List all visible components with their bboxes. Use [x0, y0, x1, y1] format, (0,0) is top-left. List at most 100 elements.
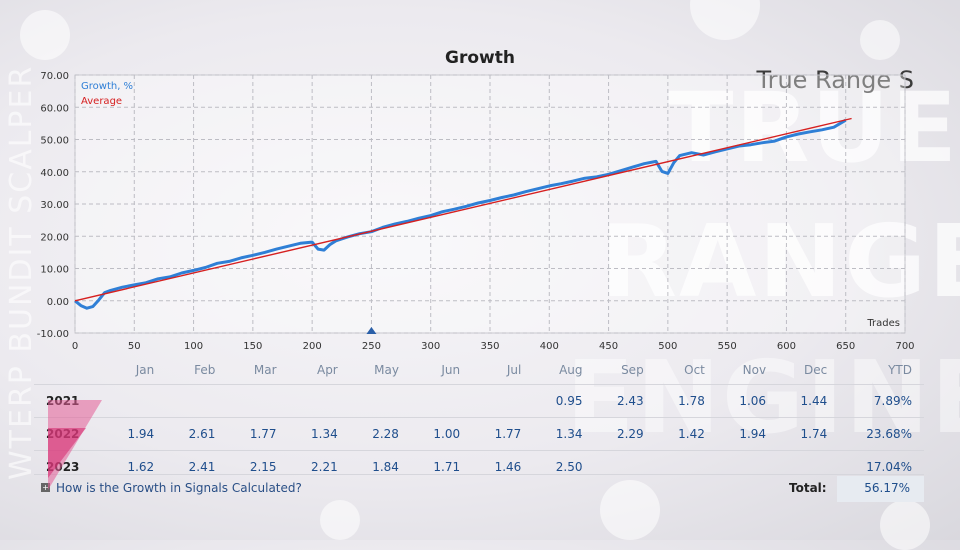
legend-average: Average [81, 96, 122, 107]
month-cell: 1.46 [478, 450, 540, 483]
x-tick-label: 450 [599, 341, 618, 352]
header-apr: Apr [316, 363, 338, 377]
trade-marker [366, 327, 377, 334]
x-tick-label: 50 [128, 341, 141, 352]
month-cell: 1.74 [784, 417, 846, 451]
month-cell: 1.06 [722, 384, 785, 418]
grid [74, 74, 906, 334]
x-axis-label: Trades [866, 318, 900, 329]
growth-calculation-link[interactable]: How is the Growth in Signals Calculated? [56, 481, 302, 495]
bokeh-circle [880, 500, 930, 550]
x-tick-label: 550 [718, 341, 737, 352]
month-cell: 1.84 [355, 450, 417, 483]
y-tick-label: 0.00 [47, 297, 69, 308]
year-column-header [34, 356, 111, 385]
ytd-cell: 23.68% [845, 417, 924, 451]
header-ytd: YTD [888, 363, 912, 377]
month-cell [233, 384, 295, 418]
month-cell [355, 384, 417, 418]
month-cell: 1.78 [661, 384, 723, 418]
table-row: 20221.942.611.771.342.281.001.771.342.29… [34, 417, 924, 451]
monthly-returns-table: Jan Feb Mar Apr May Jun Jul Aug Sep Oct … [34, 356, 924, 483]
header-jul: Jul [506, 363, 522, 377]
month-cell [416, 384, 479, 418]
header-dec: Dec [804, 363, 828, 377]
chart-title: Growth [445, 48, 515, 68]
series-layer [74, 117, 852, 310]
x-tick-label: 400 [540, 341, 559, 352]
growth-chart: 70.00 60.00 50.00 40.00 30.00 20.00 10.00 0.00 -… [37, 71, 915, 352]
x-tick-label: 600 [777, 341, 796, 352]
header-sep: Sep [621, 363, 644, 377]
month-cell [478, 384, 540, 418]
bokeh-circle [320, 500, 360, 540]
month-cell: 1.62 [111, 450, 173, 483]
header-feb: Feb [194, 363, 216, 377]
header-jan: Jan [135, 363, 155, 377]
x-tick-label: 650 [836, 341, 855, 352]
growth-series-line [74, 118, 847, 310]
month-cell [784, 450, 846, 483]
total-box: 56.17% [837, 476, 924, 502]
y-tick-label: 50.00 [40, 136, 69, 147]
month-cell [172, 384, 234, 418]
month-cell: 2.50 [539, 450, 601, 483]
month-cell [600, 450, 662, 483]
month-cell: 1.34 [539, 417, 601, 451]
x-axis-ticks: 0 50 100 150 200 250 300 350 400 450 500 550 600 650 7… [72, 341, 915, 352]
month-cell: 2.28 [355, 417, 417, 451]
table-row: 2023 1.62 2.41 2.15 2.21 1.84 1.71 1.46 2.50 17.0… [34, 450, 924, 483]
header-nov: Nov [742, 363, 767, 377]
x-tick-label: 200 [303, 341, 322, 352]
month-cell: 1.34 [294, 417, 356, 451]
plus-icon[interactable]: + [41, 483, 50, 492]
x-tick-label: 350 [480, 341, 499, 352]
average-series-line [74, 117, 852, 302]
month-cell: 1.94 [722, 417, 785, 451]
month-cell [111, 384, 173, 418]
pink-triangle-decor [48, 400, 102, 490]
y-tick-label: 20.00 [40, 232, 69, 243]
x-tick-label: 0 [72, 341, 78, 352]
total-label: Total: [789, 481, 827, 495]
brand-title: True Range S [756, 66, 914, 94]
bokeh-circle [860, 20, 900, 60]
header-oct: Oct [684, 363, 705, 377]
table-header-row: Jan Feb Mar Apr May Jun Jul Aug Sep Oct … [34, 356, 924, 385]
x-tick-label: 100 [184, 341, 203, 352]
x-tick-label: 500 [658, 341, 677, 352]
month-cell: 1.71 [416, 450, 479, 483]
x-tick-label: 150 [243, 341, 262, 352]
month-cell: 2.41 [172, 450, 234, 483]
table-row: 20210.952.431.781.061.447.89% [34, 384, 924, 418]
header-jun: Jun [441, 363, 461, 377]
x-tick-label: 700 [895, 341, 914, 352]
month-cell: 0.95 [539, 384, 601, 418]
month-cell: 2.21 [294, 450, 356, 483]
month-cell: 2.61 [172, 417, 234, 451]
table-footer: + How is the Growth in Signals Calculate… [34, 474, 924, 503]
header-mar: Mar [253, 363, 277, 377]
month-cell: 2.29 [600, 417, 662, 451]
y-axis-ticks: 70.00 60.00 50.00 40.00 30.00 20.00 10.00 0.00 -… [37, 71, 69, 340]
ytd-cell: 7.89% [845, 384, 924, 418]
month-cell: 1.00 [416, 417, 479, 451]
legend-growth: Growth, % [81, 81, 133, 92]
y-tick-label: 30.00 [40, 200, 69, 211]
bokeh-circle [600, 480, 660, 540]
x-tick-label: 250 [362, 341, 381, 352]
y-tick-label: 10.00 [40, 265, 69, 276]
month-cell: 1.94 [111, 417, 173, 451]
bokeh-circle [20, 10, 70, 60]
month-cell: 1.77 [233, 417, 295, 451]
total-value: 56.17% [864, 481, 910, 495]
y-tick-label: 40.00 [40, 168, 69, 179]
y-tick-label: -10.00 [37, 329, 69, 340]
y-tick-label: 60.00 [40, 103, 69, 114]
y-tick-label: 70.00 [40, 71, 69, 82]
x-tick-label: 300 [421, 341, 440, 352]
watermark-range: RANGE [600, 212, 960, 312]
month-cell: 2.43 [600, 384, 662, 418]
markers-layer [366, 327, 377, 334]
header-aug: Aug [559, 363, 583, 377]
